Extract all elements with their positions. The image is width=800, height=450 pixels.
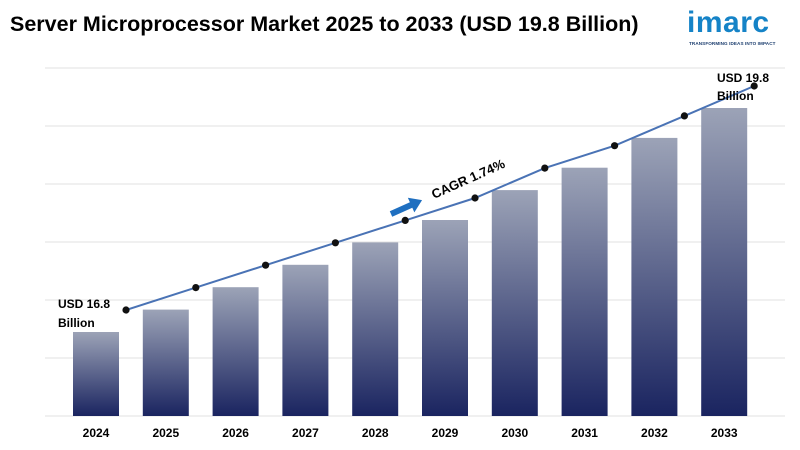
x-tick-label: 2028 bbox=[362, 426, 389, 440]
cagr-arrow-icon bbox=[389, 197, 423, 217]
trend-point-2024 bbox=[122, 306, 130, 314]
x-tick-label: 2027 bbox=[292, 426, 319, 440]
trend-point-2033 bbox=[750, 82, 758, 90]
end-value-unit: Billion bbox=[717, 89, 754, 103]
x-tick-label: 2031 bbox=[571, 426, 598, 440]
bar-2025 bbox=[142, 309, 189, 416]
x-tick-label: 2029 bbox=[432, 426, 459, 440]
x-tick-label: 2033 bbox=[711, 426, 738, 440]
trend-point-2030 bbox=[541, 164, 549, 172]
trend-point-2026 bbox=[262, 261, 270, 269]
trend-point-2029 bbox=[471, 194, 479, 202]
start-value-label: USD 16.8 bbox=[58, 297, 110, 311]
bar-2033 bbox=[701, 108, 748, 416]
bar-2024 bbox=[73, 332, 119, 416]
x-tick-label: 2026 bbox=[222, 426, 249, 440]
bar-2031 bbox=[561, 167, 608, 416]
trend-point-2025 bbox=[192, 284, 200, 292]
x-tick-labels: 2024 2025 2026 2027 2028 2029 2030 2031 2032 2033 bbox=[83, 426, 738, 440]
bar-2028 bbox=[352, 242, 399, 416]
bar-2032 bbox=[631, 137, 678, 416]
bar-2029 bbox=[422, 220, 468, 416]
trend-point-2031 bbox=[611, 142, 619, 150]
imarc-logo: imarc TRANSFORMING IDEAS INTO IMPACT bbox=[683, 6, 783, 52]
x-tick-label: 2024 bbox=[83, 426, 110, 440]
x-tick-label: 2032 bbox=[641, 426, 668, 440]
x-tick-label: 2025 bbox=[152, 426, 179, 440]
bars bbox=[73, 108, 748, 416]
bar-2026 bbox=[212, 287, 259, 416]
start-value-unit: Billion bbox=[58, 316, 95, 330]
trend-point-2032 bbox=[680, 112, 689, 120]
end-value-label: USD 19.8 bbox=[717, 71, 769, 85]
x-tick-label: 2030 bbox=[501, 426, 528, 440]
logo-wordmark: imarc bbox=[687, 6, 770, 39]
cagr-annotation: CAGR 1.74% bbox=[389, 156, 508, 217]
trend-point-2028 bbox=[401, 216, 409, 224]
bar-2027 bbox=[282, 264, 329, 416]
trend-line-group bbox=[122, 82, 758, 314]
trend-line bbox=[125, 85, 755, 311]
chart-title: Server Microprocessor Market 2025 to 203… bbox=[10, 12, 639, 36]
logo-tagline: TRANSFORMING IDEAS INTO IMPACT bbox=[689, 41, 776, 46]
trend-point-2027 bbox=[331, 239, 339, 247]
bar-2030 bbox=[491, 190, 538, 416]
